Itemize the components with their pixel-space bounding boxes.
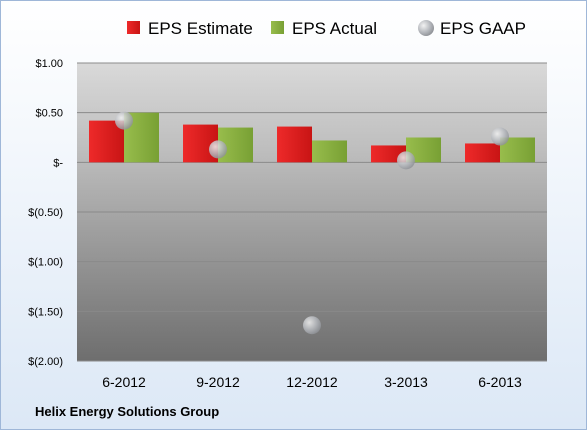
- y-tick-label: $(1.00): [28, 257, 63, 269]
- gaap-point: [397, 151, 415, 170]
- y-tick-label: $(0.50): [28, 207, 63, 219]
- y-tick-label: $-: [53, 157, 63, 169]
- x-tick-label: 3-2013: [384, 374, 428, 390]
- legend-swatch: [271, 21, 284, 34]
- estimate-bar: [89, 120, 124, 163]
- legend-label: EPS Estimate: [148, 19, 253, 38]
- company-name: Helix Energy Solutions Group: [35, 404, 219, 419]
- gaap-point: [303, 316, 321, 335]
- legend-label: EPS GAAP: [440, 19, 526, 38]
- x-tick-label: 12-2012: [286, 374, 338, 390]
- x-tick-label: 6-2013: [478, 374, 522, 390]
- legend-label: EPS Actual: [292, 19, 377, 38]
- y-axis: $1.00 $0.50 $- $(0.50) $(1.00) $(1.50) $(2.00): [28, 58, 63, 368]
- legend-swatch: [127, 21, 140, 34]
- y-tick-label: $(2.00): [28, 356, 63, 368]
- legend: EPS Estimate EPS Actual EPS GAAP: [127, 19, 526, 38]
- gaap-point: [491, 127, 509, 146]
- estimate-bar: [465, 143, 500, 163]
- estimate-bar: [371, 145, 406, 163]
- gaap-point: [115, 111, 133, 130]
- x-axis: 6-2012 9-2012 12-2012 3-2013 6-2013: [102, 374, 522, 390]
- y-tick-label: $(1.50): [28, 306, 63, 318]
- y-tick-label: $0.50: [35, 108, 63, 120]
- x-tick-label: 9-2012: [196, 374, 240, 390]
- legend-swatch: [418, 20, 434, 36]
- gaap-points: [115, 111, 509, 335]
- x-tick-label: 6-2012: [102, 374, 146, 390]
- y-tick-label: $1.00: [35, 58, 63, 70]
- actual-bar: [312, 140, 347, 163]
- gaap-point: [209, 140, 227, 159]
- estimate-bar: [277, 126, 312, 163]
- bars: [89, 112, 535, 163]
